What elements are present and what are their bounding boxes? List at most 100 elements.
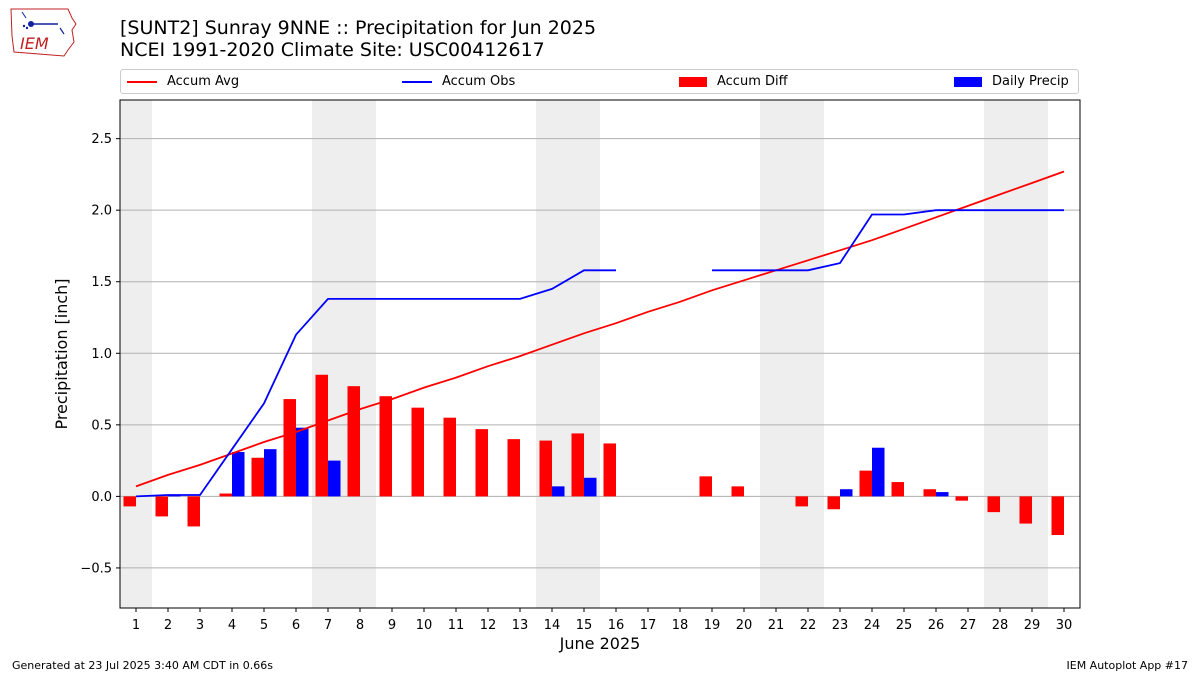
accum-diff-bar xyxy=(443,417,456,497)
accum-diff-bar xyxy=(955,496,968,501)
accum-diff-bar xyxy=(219,493,232,497)
logo-text: IEM xyxy=(20,34,49,53)
legend-label-accum-avg: Accum Avg xyxy=(167,74,240,89)
y-tick-label: 2.5 xyxy=(91,132,112,147)
x-tick-label: 17 xyxy=(640,618,657,633)
x-tick-label: 18 xyxy=(672,618,689,633)
y-tick-label: 1.0 xyxy=(91,347,112,362)
accum-diff-bar xyxy=(795,496,808,507)
x-tick-label: 7 xyxy=(324,618,332,633)
accum-diff-bar xyxy=(315,374,328,497)
iowa-state-outline xyxy=(10,8,77,57)
accum-diff-bar xyxy=(731,486,744,497)
accum-diff-bar xyxy=(1051,496,1064,536)
chart-subtitle: NCEI 1991-2020 Climate Site: USC00412617 xyxy=(120,39,545,61)
x-tick-label: 4 xyxy=(228,618,236,633)
x-tick-label: 13 xyxy=(512,618,529,633)
accum-diff-bar xyxy=(155,496,168,517)
x-tick-label: 22 xyxy=(800,618,817,633)
weekend-shade xyxy=(984,100,1048,608)
legend-swatch-accum-obs xyxy=(402,80,432,83)
x-tick-label: 9 xyxy=(388,618,396,633)
accum-diff-bar xyxy=(827,496,840,510)
legend-item-daily-precip: Daily Precip xyxy=(954,70,1069,93)
x-tick-label: 14 xyxy=(544,618,561,633)
daily-precip-bar xyxy=(584,477,597,497)
x-tick-label: 16 xyxy=(608,618,625,633)
accum-diff-bar xyxy=(347,386,360,497)
accum-avg-line xyxy=(135,170,1065,488)
accum-diff-bar xyxy=(603,443,616,497)
accum-diff-bar xyxy=(699,476,712,497)
legend-label-accum-obs: Accum Obs xyxy=(442,74,516,89)
x-tick-label: 15 xyxy=(576,618,593,633)
accum-diff-bar xyxy=(251,457,264,497)
iem-logo: IEM xyxy=(10,8,77,57)
daily-precip-bar xyxy=(232,452,245,497)
plot-frame xyxy=(119,99,1081,609)
legend-item-accum-obs: Accum Obs xyxy=(402,70,515,93)
accum-diff-bar xyxy=(283,399,296,497)
y-tick-label: −0.5 xyxy=(80,561,112,576)
weekend-shade xyxy=(760,100,824,608)
y-tick-label: 0.0 xyxy=(91,490,112,505)
accum-diff-bar xyxy=(539,440,552,497)
x-tick-label: 27 xyxy=(960,618,977,633)
x-tick-label: 5 xyxy=(260,618,268,633)
accum-diff-bar xyxy=(379,396,392,497)
generated-timestamp: Generated at 23 Jul 2025 3:40 AM CDT in … xyxy=(12,659,273,672)
x-tick-label: 23 xyxy=(832,618,849,633)
weather-symbols-icon xyxy=(21,11,65,35)
daily-precip-bar xyxy=(840,489,853,497)
y-tick-label: 0.5 xyxy=(91,418,112,433)
x-tick-label: 30 xyxy=(1056,618,1073,633)
x-tick-label: 19 xyxy=(704,618,721,633)
y-tick-label: 2.0 xyxy=(91,204,112,219)
autoplot-app-label: IEM Autoplot App #17 xyxy=(1066,659,1189,672)
accum-diff-bar xyxy=(1019,496,1032,524)
weekend-shade xyxy=(120,100,152,608)
accum-obs-line xyxy=(135,209,1064,498)
accum-diff-bar xyxy=(123,496,136,507)
x-tick-label: 26 xyxy=(928,618,945,633)
x-tick-label: 6 xyxy=(292,618,300,633)
daily-precip-bar xyxy=(552,486,565,497)
daily-precip-bar xyxy=(264,449,277,497)
x-tick-label: 25 xyxy=(896,618,913,633)
legend-item-accum-diff: Accum Diff xyxy=(679,70,788,93)
x-tick-label: 8 xyxy=(356,618,364,633)
accum-diff-bar xyxy=(571,433,584,497)
legend-swatch-daily-precip xyxy=(954,76,982,87)
x-tick-label: 1 xyxy=(132,618,140,633)
x-tick-label: 10 xyxy=(416,618,433,633)
legend-item-accum-avg: Accum Avg xyxy=(127,70,239,93)
accum-diff-bar xyxy=(187,496,200,527)
legend-label-accum-diff: Accum Diff xyxy=(717,74,788,89)
accum-diff-bar xyxy=(475,429,488,497)
accum-diff-bar xyxy=(923,489,936,497)
x-tick-label: 2 xyxy=(164,618,172,633)
legend-swatch-accum-avg xyxy=(127,80,157,83)
x-tick-label: 12 xyxy=(480,618,497,633)
accum-diff-bar xyxy=(859,470,872,497)
x-axis-label: June 2025 xyxy=(559,634,641,653)
x-tick-label: 20 xyxy=(736,618,753,633)
y-axis-label: Precipitation [inch] xyxy=(52,278,71,429)
x-tick-label: 28 xyxy=(992,618,1009,633)
y-tick-label: 1.5 xyxy=(91,275,112,290)
chart-title: [SUNT2] Sunray 9NNE :: Precipitation for… xyxy=(120,17,597,39)
accum-diff-bar xyxy=(507,439,520,497)
accum-diff-bar xyxy=(987,496,1000,513)
accum-diff-bar xyxy=(411,407,424,497)
chart-legend: Accum Avg Accum Obs Accum Diff Daily Pre… xyxy=(120,69,1079,94)
weekend-shade xyxy=(312,100,376,608)
x-tick-label: 11 xyxy=(448,618,465,633)
x-tick-label: 3 xyxy=(196,618,204,633)
daily-precip-bar xyxy=(328,460,341,497)
daily-precip-bar xyxy=(936,492,949,497)
weekend-shade xyxy=(536,100,600,608)
x-tick-label: 21 xyxy=(768,618,785,633)
x-tick-label: 29 xyxy=(1024,618,1041,633)
legend-swatch-accum-diff xyxy=(679,76,707,87)
